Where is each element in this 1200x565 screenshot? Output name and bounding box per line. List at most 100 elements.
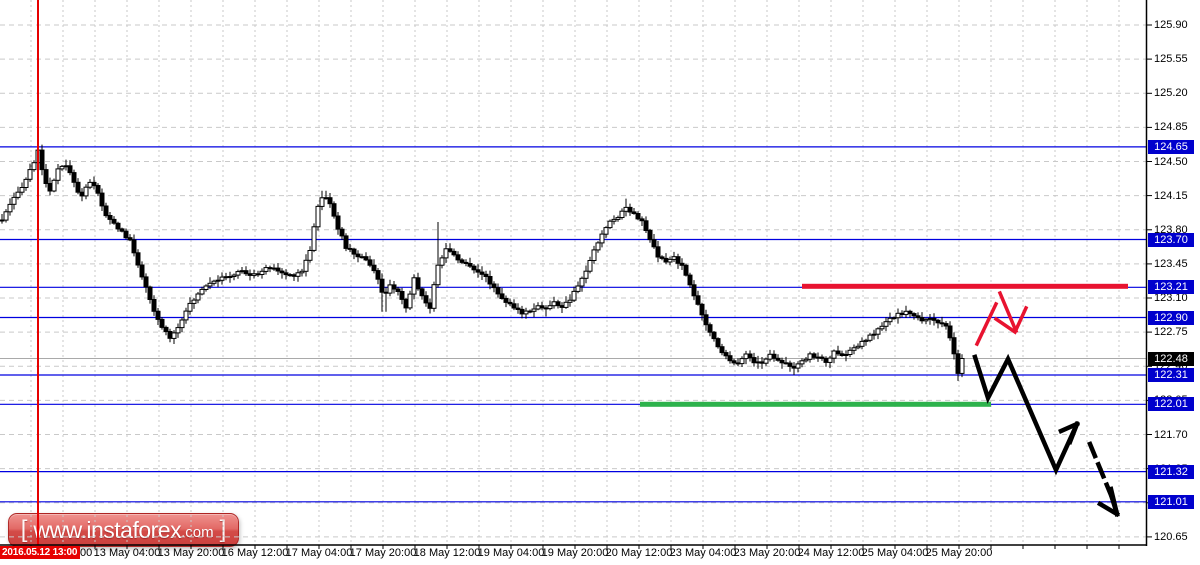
candle-body bbox=[435, 264, 441, 286]
candle-body bbox=[327, 197, 333, 205]
candle-body bbox=[315, 205, 321, 228]
candle-body bbox=[815, 356, 821, 359]
candle-body bbox=[955, 353, 961, 374]
candle-body bbox=[843, 354, 849, 356]
candle-body bbox=[519, 308, 525, 315]
candle-body bbox=[7, 203, 13, 213]
price-tick-label: 124.85 bbox=[1154, 121, 1188, 134]
price-level-badge: 122.31 bbox=[1148, 368, 1194, 382]
price-level-badge: 121.01 bbox=[1148, 494, 1194, 509]
candle-body bbox=[499, 293, 505, 299]
candle-body bbox=[555, 301, 561, 307]
candle-body bbox=[679, 262, 685, 266]
candle-body bbox=[107, 215, 113, 220]
candle-body bbox=[775, 357, 781, 361]
candle-body bbox=[487, 276, 493, 285]
candle-body bbox=[319, 197, 325, 207]
candle-body bbox=[795, 363, 801, 369]
candle-body bbox=[87, 181, 93, 188]
logo-bracket-left: [ bbox=[20, 516, 28, 543]
candle-body bbox=[951, 337, 957, 355]
time-label: 25 May 20:00 bbox=[925, 547, 993, 559]
candle-body bbox=[167, 331, 173, 339]
current-price-badge: 122.48 bbox=[1148, 351, 1194, 366]
candle-body bbox=[331, 203, 337, 217]
candle-body bbox=[615, 217, 621, 220]
candle-body bbox=[143, 276, 149, 288]
candle-body bbox=[243, 270, 249, 275]
candle-body bbox=[395, 288, 401, 292]
candle-body bbox=[387, 284, 393, 294]
candle-body bbox=[711, 331, 717, 340]
candle-body bbox=[283, 272, 289, 276]
candle-body bbox=[735, 362, 741, 365]
candle-body bbox=[923, 318, 929, 322]
candle-body bbox=[219, 276, 225, 281]
candle-body bbox=[911, 313, 917, 317]
candle-body bbox=[863, 339, 869, 342]
candle-body bbox=[75, 181, 81, 193]
support-line bbox=[640, 401, 991, 407]
candle-body bbox=[623, 206, 629, 212]
logo-bracket-right: ] bbox=[219, 516, 227, 543]
price-level-badge: 122.01 bbox=[1148, 397, 1194, 412]
candle-body bbox=[179, 319, 185, 329]
candle-body bbox=[747, 353, 753, 359]
candle-body bbox=[683, 264, 689, 276]
candle-body bbox=[403, 298, 409, 309]
candle-body bbox=[515, 307, 521, 311]
candle-body bbox=[163, 326, 169, 332]
candle-body bbox=[391, 284, 397, 290]
candle-body bbox=[895, 312, 901, 319]
candle-body bbox=[223, 276, 229, 279]
candle-body bbox=[303, 259, 309, 272]
candle-body bbox=[939, 322, 945, 325]
candle-body bbox=[523, 310, 529, 315]
candle-body bbox=[171, 332, 177, 339]
candle-body bbox=[291, 274, 297, 277]
candle-body bbox=[667, 258, 673, 263]
candle-body bbox=[959, 358, 965, 374]
time-label: 17 May 20:00 bbox=[349, 547, 417, 559]
candle-body bbox=[431, 284, 437, 309]
candle-body bbox=[603, 227, 609, 235]
red-projection-arrow bbox=[974, 301, 999, 347]
candle-body bbox=[83, 186, 89, 197]
candle-body bbox=[787, 362, 793, 367]
candle-body bbox=[743, 353, 749, 360]
candle-body bbox=[183, 310, 189, 321]
candle-body bbox=[131, 239, 137, 254]
candle-body bbox=[759, 361, 765, 364]
candle-body bbox=[135, 252, 141, 266]
candle-body bbox=[191, 299, 197, 304]
candle-body bbox=[255, 273, 261, 276]
candle-body bbox=[847, 349, 853, 355]
red-projection-arrow bbox=[997, 290, 1019, 334]
candle-body bbox=[703, 314, 709, 326]
candle-body bbox=[415, 277, 421, 290]
candle-body bbox=[783, 362, 789, 365]
candle-body bbox=[335, 215, 341, 230]
candle-body bbox=[947, 325, 953, 339]
candle-body bbox=[343, 235, 349, 249]
candle-body bbox=[611, 218, 617, 222]
candle-body bbox=[275, 267, 281, 272]
candle-body bbox=[231, 274, 237, 278]
candle-body bbox=[367, 259, 373, 266]
candle-body bbox=[119, 228, 125, 232]
candle-body bbox=[55, 168, 61, 181]
candle-body bbox=[347, 247, 353, 250]
candle-body bbox=[155, 310, 161, 320]
candle-body bbox=[527, 310, 533, 313]
candle-body bbox=[43, 169, 49, 185]
candle-body bbox=[211, 280, 217, 284]
candle-body bbox=[259, 270, 265, 275]
price-level-badge: 123.21 bbox=[1148, 280, 1194, 295]
candle-body bbox=[299, 270, 305, 274]
candle-body bbox=[39, 149, 45, 171]
candle-body bbox=[811, 353, 817, 358]
candle-body bbox=[267, 267, 273, 270]
time-label: :00 bbox=[77, 547, 93, 559]
candle-body bbox=[115, 222, 121, 230]
